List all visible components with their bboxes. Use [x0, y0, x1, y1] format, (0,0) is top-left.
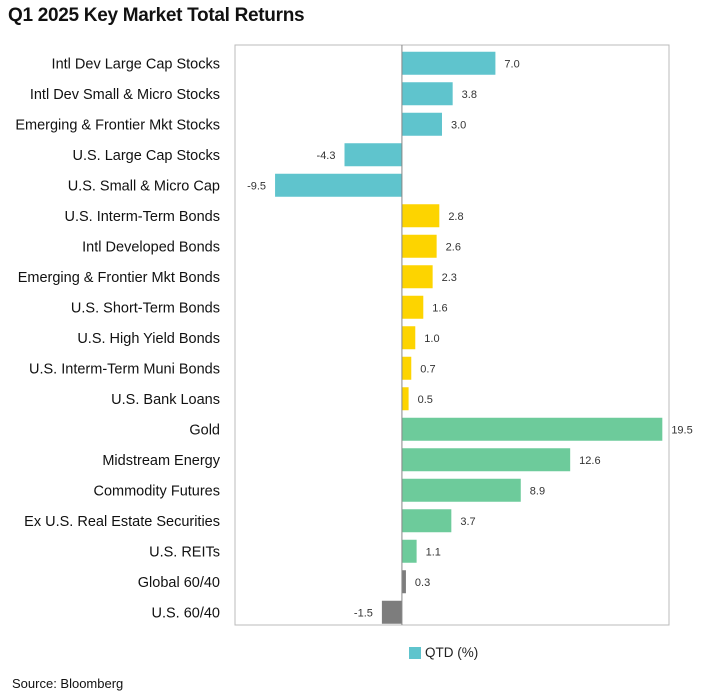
category-label: Emerging & Frontier Mkt Stocks [15, 117, 220, 133]
legend: QTD (%) [409, 645, 478, 660]
data-label: -9.5 [247, 180, 266, 192]
bar [401, 539, 417, 563]
category-label: U.S. Interm-Term Muni Bonds [29, 361, 220, 377]
bar-chart: Intl Dev Large Cap Stocks 7.0 Intl Dev Sma… [15, 44, 693, 626]
plot-frame [234, 44, 670, 626]
data-label: 3.8 [462, 89, 477, 101]
data-label: -1.5 [354, 607, 373, 619]
bar [401, 570, 406, 594]
data-label: 7.0 [504, 58, 519, 70]
data-label: 1.6 [432, 302, 447, 314]
bar [401, 112, 442, 136]
category-label: Midstream Energy [102, 453, 220, 469]
data-label: 3.7 [460, 516, 475, 528]
bar [401, 265, 433, 289]
bar [401, 417, 663, 441]
data-label: 1.1 [426, 546, 441, 558]
category-label: U.S. Short-Term Bonds [71, 300, 220, 316]
category-label: U.S. High Yield Bonds [77, 331, 220, 347]
category-label: U.S. Bank Loans [111, 392, 220, 408]
data-label: 3.0 [451, 119, 466, 131]
data-label: 1.0 [424, 333, 439, 345]
bar [401, 234, 437, 258]
bar [401, 356, 412, 380]
bar [401, 51, 496, 75]
data-label: 12.6 [579, 455, 600, 467]
data-label: 0.7 [420, 363, 435, 375]
data-label: -4.3 [317, 150, 336, 162]
category-label: U.S. Large Cap Stocks [73, 148, 221, 164]
data-label: 0.3 [415, 577, 430, 589]
bar [401, 478, 521, 502]
bars-layer [275, 51, 663, 624]
data-label: 2.3 [442, 272, 457, 284]
source-note: Source: Bloomberg [12, 676, 124, 691]
bar [401, 295, 424, 319]
labels-layer: Intl Dev Large Cap Stocks 7.0 Intl Dev Sma… [15, 56, 692, 621]
category-label: Intl Developed Bonds [82, 239, 220, 255]
category-label: U.S. 60/40 [151, 605, 220, 621]
category-label: U.S. Small & Micro Cap [68, 178, 220, 194]
category-label: Emerging & Frontier Mkt Bonds [18, 270, 220, 286]
legend-swatch [409, 646, 421, 659]
bar [275, 173, 402, 197]
category-label: Intl Dev Small & Micro Stocks [30, 87, 220, 103]
bar [401, 204, 440, 228]
category-label: U.S. Interm-Term Bonds [64, 209, 220, 225]
chart-title: Q1 2025 Key Market Total Returns [8, 5, 305, 26]
category-label: Global 60/40 [138, 575, 220, 591]
category-label: Gold [189, 422, 220, 438]
bar [401, 509, 452, 533]
category-label: Ex U.S. Real Estate Securities [24, 514, 220, 530]
data-label: 2.6 [446, 241, 461, 253]
bar [381, 600, 402, 624]
bar [401, 387, 409, 411]
category-label: Intl Dev Large Cap Stocks [52, 56, 220, 72]
data-label: 19.5 [671, 424, 692, 436]
bar [344, 143, 402, 167]
bar [401, 82, 453, 106]
bar [401, 448, 571, 472]
category-label: U.S. REITs [149, 544, 220, 560]
category-label: Commodity Futures [93, 483, 220, 499]
data-label: 0.5 [418, 394, 433, 406]
data-label: 8.9 [530, 485, 545, 497]
legend-label: QTD (%) [425, 645, 479, 660]
bar [401, 326, 416, 350]
data-label: 2.8 [448, 211, 463, 223]
